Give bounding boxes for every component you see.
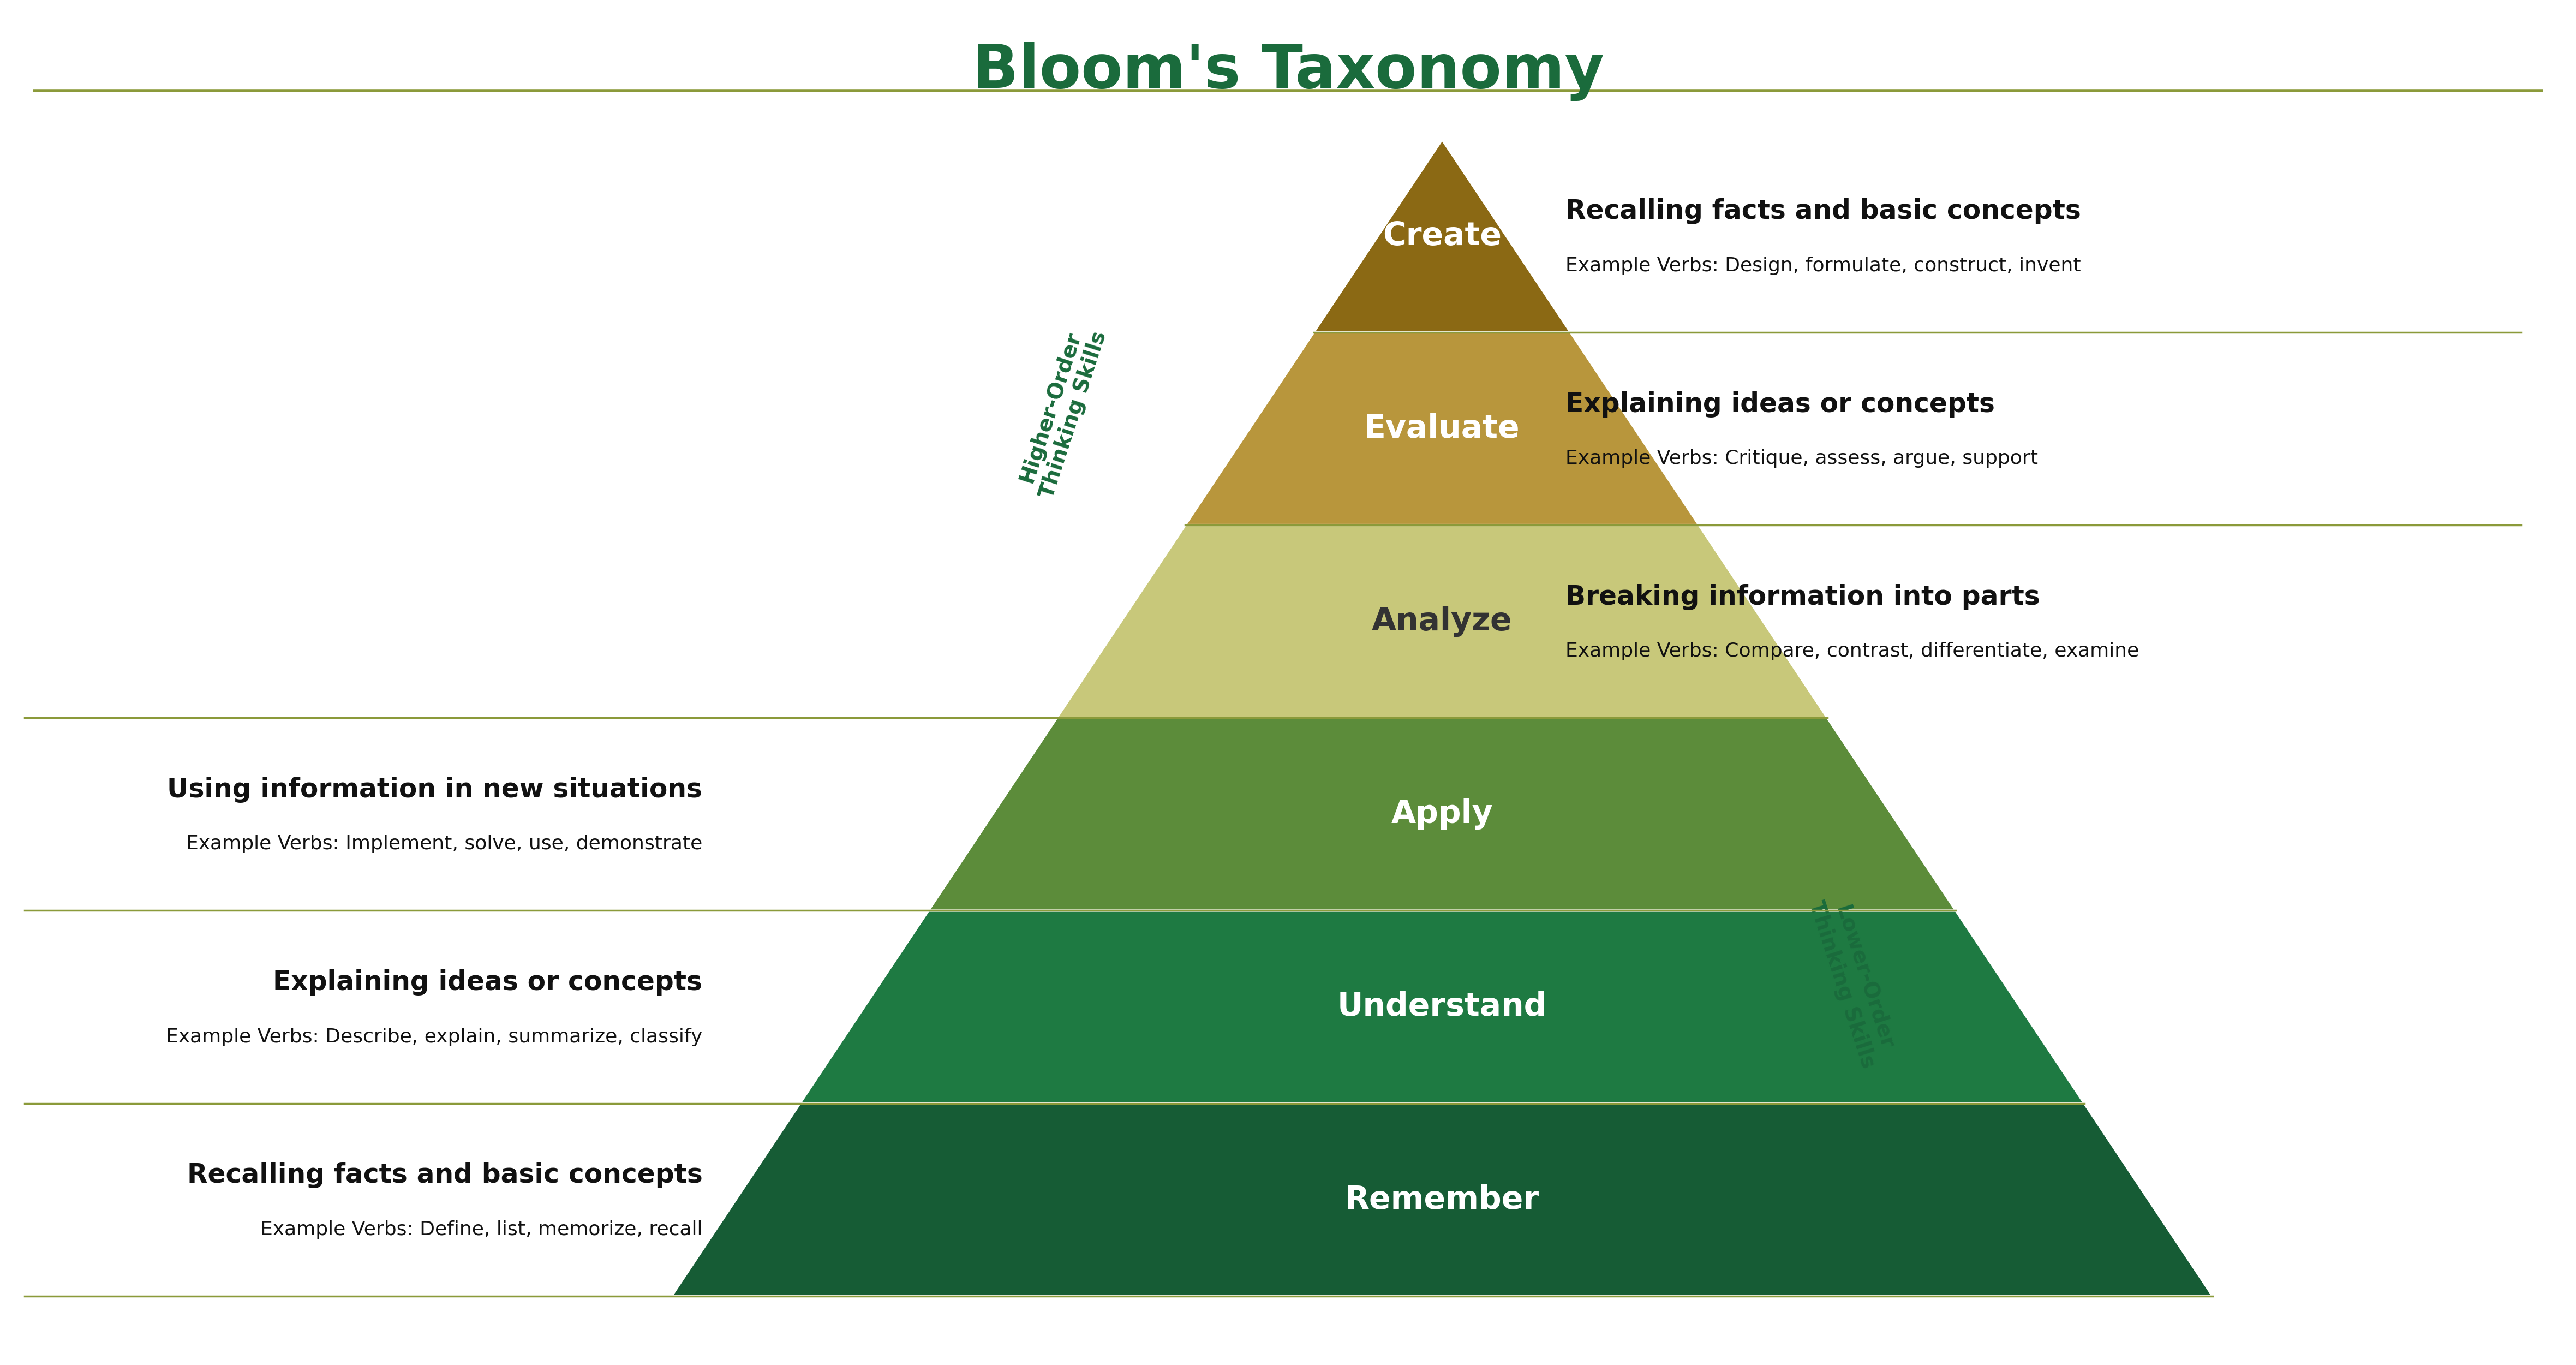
Text: Remember: Remember [1345, 1183, 1540, 1215]
Text: Lower-Order
Thinking Skills: Lower-Order Thinking Skills [1806, 891, 1901, 1072]
Text: Using information in new situations: Using information in new situations [167, 777, 703, 803]
Text: Create: Create [1383, 220, 1502, 251]
Polygon shape [1056, 526, 1826, 718]
Text: Explaining ideas or concepts: Explaining ideas or concepts [1566, 392, 1994, 418]
Text: Recalling facts and basic concepts: Recalling facts and basic concepts [1566, 198, 2081, 225]
Text: Understand: Understand [1337, 991, 1548, 1022]
Text: Higher-Order
Thinking Skills: Higher-Order Thinking Skills [1015, 321, 1110, 501]
Text: Bloom's Taxonomy: Bloom's Taxonomy [971, 42, 1605, 101]
Polygon shape [927, 718, 1955, 910]
Text: Recalling facts and basic concepts: Recalling facts and basic concepts [188, 1162, 703, 1189]
Text: Breaking information into parts: Breaking information into parts [1566, 584, 2040, 610]
Text: Example Verbs: Compare, contrast, differentiate, examine: Example Verbs: Compare, contrast, differ… [1566, 642, 2138, 661]
Text: Example Verbs: Implement, solve, use, demonstrate: Example Verbs: Implement, solve, use, de… [185, 835, 703, 853]
Text: Example Verbs: Critique, assess, argue, support: Example Verbs: Critique, assess, argue, … [1566, 449, 2038, 468]
Text: Evaluate: Evaluate [1365, 414, 1520, 444]
Text: Example Verbs: Describe, explain, summarize, classify: Example Verbs: Describe, explain, summar… [165, 1028, 703, 1046]
Text: Example Verbs: Design, formulate, construct, invent: Example Verbs: Design, formulate, constr… [1566, 257, 2081, 276]
Polygon shape [672, 1103, 2213, 1295]
Text: Example Verbs: Define, list, memorize, recall: Example Verbs: Define, list, memorize, r… [260, 1220, 703, 1239]
Text: Explaining ideas or concepts: Explaining ideas or concepts [273, 969, 703, 995]
Polygon shape [1314, 139, 1571, 332]
Text: Analyze: Analyze [1373, 606, 1512, 637]
Polygon shape [1185, 332, 1700, 526]
Polygon shape [801, 910, 2084, 1103]
Text: Apply: Apply [1391, 799, 1494, 830]
